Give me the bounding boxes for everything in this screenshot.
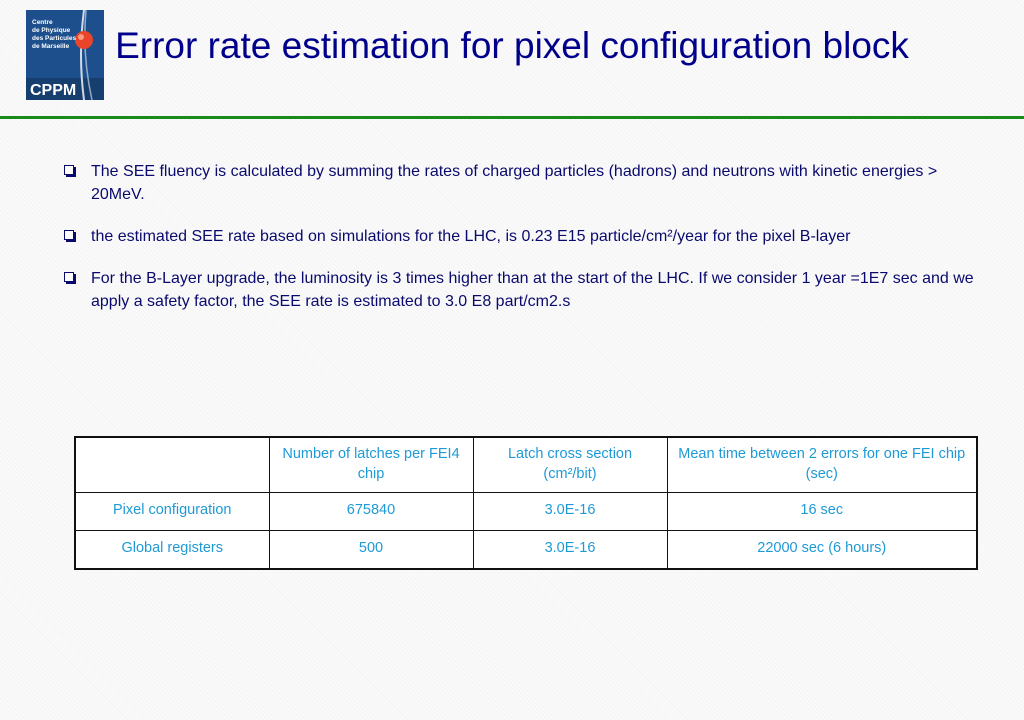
bullet-item: the estimated SEE rate based on simulati…	[60, 225, 980, 248]
logo-line-1: Centre	[32, 19, 53, 26]
logo-line-3: des Particules	[32, 35, 76, 42]
table-header-cell: Latch cross section (cm²/bit)	[472, 436, 668, 493]
checkbox-bullet-icon	[64, 230, 74, 240]
checkbox-bullet-icon	[64, 272, 74, 282]
table-header-cell: Mean time between 2 errors for one FEI c…	[666, 436, 978, 493]
bullet-text: the estimated SEE rate based on simulati…	[91, 228, 851, 245]
bullet-list: The SEE fluency is calculated by summing…	[60, 160, 980, 332]
table-header-cell: Number of latches per FEI4 chip	[268, 436, 474, 493]
table-cell: Pixel configuration	[74, 492, 270, 531]
cppm-logo: Centre de Physique des Particules de Mar…	[26, 9, 104, 101]
bullet-text: The SEE fluency is calculated by summing…	[91, 163, 938, 203]
table-cell: 675840	[268, 492, 474, 531]
title-divider	[0, 116, 1024, 119]
error-rate-table: Number of latches per FEI4 chip Latch cr…	[74, 436, 978, 570]
table-cell: 500	[268, 530, 474, 570]
table-row: Global registers 500 3.0E-16 22000 sec (…	[74, 530, 978, 570]
bullet-item: For the B-Layer upgrade, the luminosity …	[60, 267, 980, 313]
table-cell: Global registers	[74, 530, 270, 570]
logo-line-4: de Marseille	[32, 43, 70, 50]
table-header-cell	[74, 436, 270, 493]
bullet-item: The SEE fluency is calculated by summing…	[60, 160, 980, 206]
checkbox-bullet-icon	[64, 165, 74, 175]
slide-title: Error rate estimation for pixel configur…	[115, 25, 909, 66]
logo-line-2: de Physique	[32, 27, 71, 34]
table-cell: 3.0E-16	[472, 492, 668, 531]
table-header-row: Number of latches per FEI4 chip Latch cr…	[74, 436, 978, 493]
table-cell: 3.0E-16	[472, 530, 668, 570]
table-cell: 22000 sec (6 hours)	[666, 530, 978, 570]
logo-acronym: CPPM	[30, 82, 76, 99]
table-row: Pixel configuration 675840 3.0E-16 16 se…	[74, 492, 978, 531]
table-cell: 16 sec	[666, 492, 978, 531]
bullet-text: For the B-Layer upgrade, the luminosity …	[91, 270, 974, 310]
